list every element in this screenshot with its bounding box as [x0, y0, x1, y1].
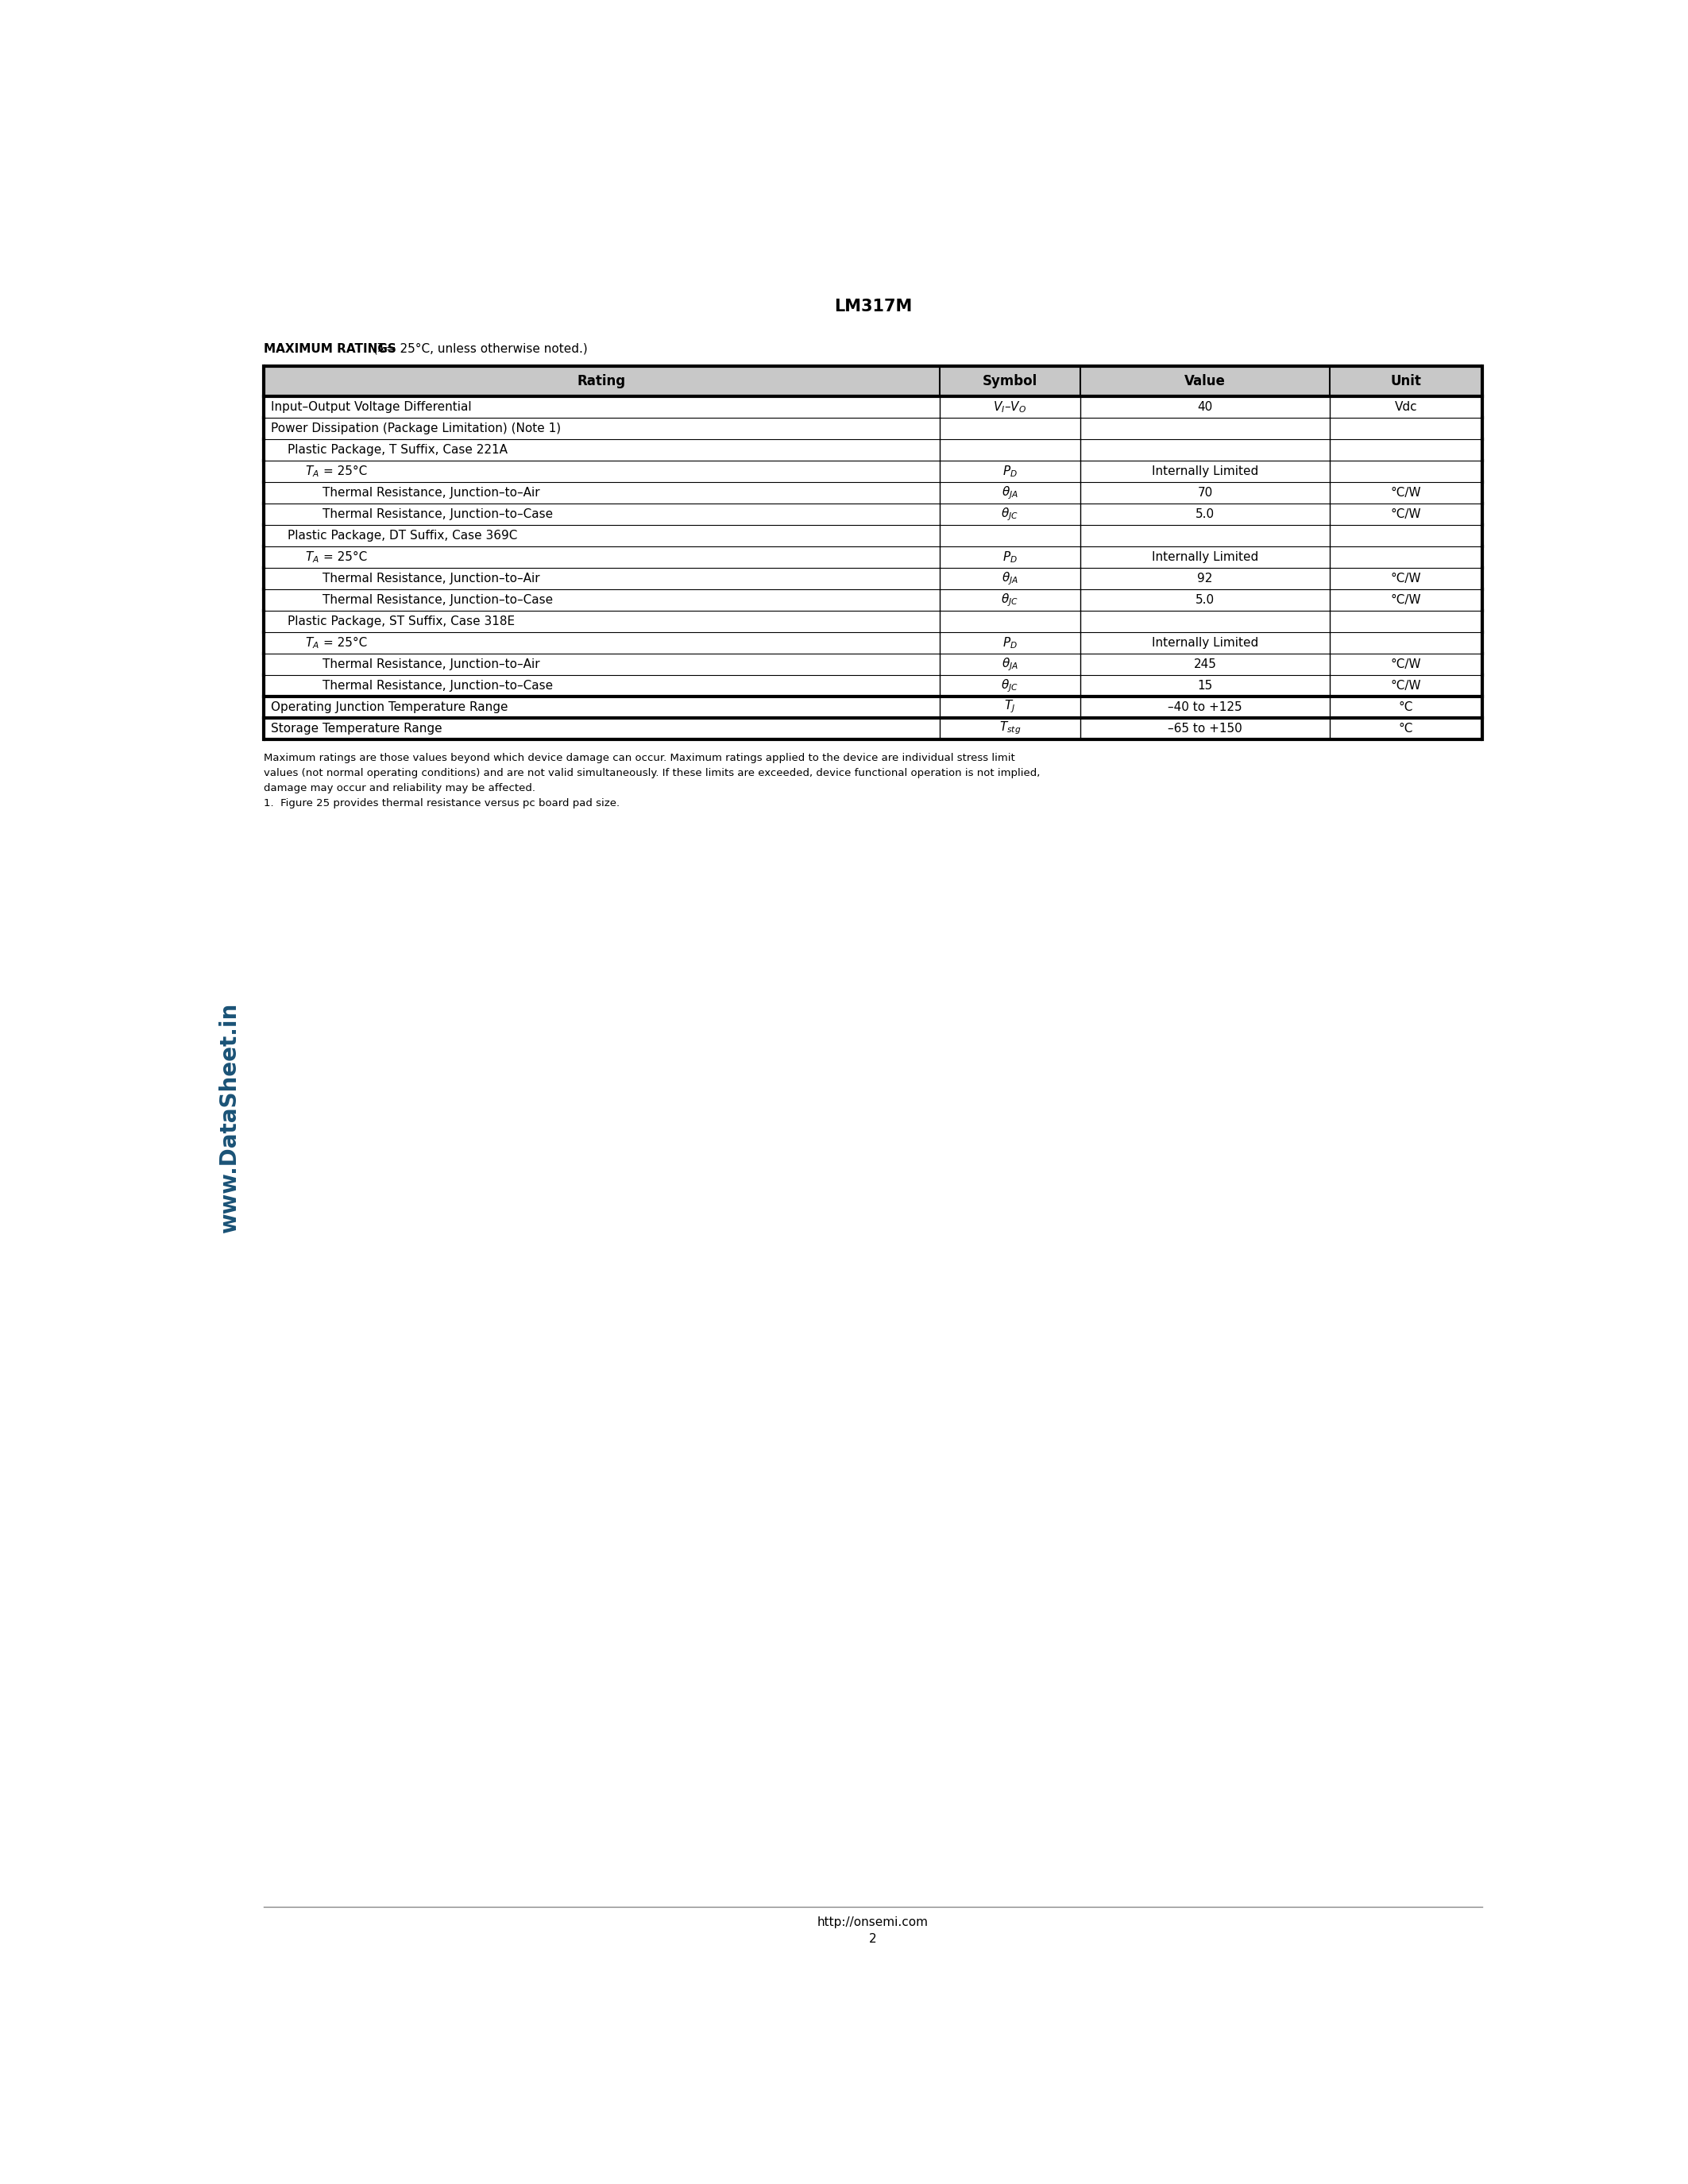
Text: = 25°C: = 25°C: [324, 550, 368, 563]
Text: $P_D$: $P_D$: [1003, 636, 1018, 651]
Text: 245: 245: [1193, 657, 1217, 670]
Text: $T_A$: $T_A$: [306, 636, 319, 651]
Bar: [263, 367, 1482, 397]
Text: A: A: [378, 345, 383, 354]
Text: Thermal Resistance, Junction–to–Air: Thermal Resistance, Junction–to–Air: [322, 572, 540, 585]
Text: = 25°C, unless otherwise noted.): = 25°C, unless otherwise noted.): [383, 343, 587, 354]
Text: 92: 92: [1197, 572, 1212, 585]
Text: Plastic Package, T Suffix, Case 221A: Plastic Package, T Suffix, Case 221A: [289, 443, 508, 456]
Text: Internally Limited: Internally Limited: [1151, 550, 1258, 563]
Text: damage may occur and reliability may be affected.: damage may occur and reliability may be …: [263, 784, 535, 793]
Text: Thermal Resistance, Junction–to–Air: Thermal Resistance, Junction–to–Air: [322, 487, 540, 498]
Text: Value: Value: [1185, 373, 1225, 389]
Text: Plastic Package, ST Suffix, Case 318E: Plastic Package, ST Suffix, Case 318E: [289, 616, 515, 627]
Text: 5.0: 5.0: [1195, 594, 1215, 605]
Text: $\theta_{JA}$: $\theta_{JA}$: [1001, 655, 1018, 673]
Text: (T: (T: [370, 343, 385, 354]
Text: $T_A$: $T_A$: [306, 550, 319, 566]
Text: Vdc: Vdc: [1394, 402, 1418, 413]
Text: Symbol: Symbol: [982, 373, 1038, 389]
Text: $\theta_{JC}$: $\theta_{JC}$: [1001, 592, 1018, 607]
Text: 2: 2: [869, 1933, 876, 1944]
Text: $\theta_{JA}$: $\theta_{JA}$: [1001, 485, 1018, 500]
Text: $P_D$: $P_D$: [1003, 550, 1018, 566]
Text: Thermal Resistance, Junction–to–Air: Thermal Resistance, Junction–to–Air: [322, 657, 540, 670]
Text: values (not normal operating conditions) and are not valid simultaneously. If th: values (not normal operating conditions)…: [263, 769, 1040, 778]
Text: Rating: Rating: [577, 373, 626, 389]
Text: °C/W: °C/W: [1391, 679, 1421, 692]
Text: Thermal Resistance, Junction–to–Case: Thermal Resistance, Junction–to–Case: [322, 594, 554, 605]
Text: Plastic Package, DT Suffix, Case 369C: Plastic Package, DT Suffix, Case 369C: [289, 531, 518, 542]
Text: °C: °C: [1399, 701, 1413, 712]
Text: °C/W: °C/W: [1391, 572, 1421, 585]
Text: $\theta_{JA}$: $\theta_{JA}$: [1001, 570, 1018, 587]
Text: Thermal Resistance, Junction–to–Case: Thermal Resistance, Junction–to–Case: [322, 509, 554, 520]
Text: Power Dissipation (Package Limitation) (Note 1): Power Dissipation (Package Limitation) (…: [270, 424, 560, 435]
Text: Thermal Resistance, Junction–to–Case: Thermal Resistance, Junction–to–Case: [322, 679, 554, 692]
Text: 40: 40: [1197, 402, 1212, 413]
Text: °C: °C: [1399, 723, 1413, 734]
Text: 5.0: 5.0: [1195, 509, 1215, 520]
Text: MAXIMUM RATINGS: MAXIMUM RATINGS: [263, 343, 397, 354]
Text: $\theta_{JC}$: $\theta_{JC}$: [1001, 677, 1018, 695]
Text: $T_A$: $T_A$: [306, 465, 319, 478]
Text: 1.  Figure 25 provides thermal resistance versus pc board pad size.: 1. Figure 25 provides thermal resistance…: [263, 799, 619, 808]
Text: = 25°C: = 25°C: [324, 638, 368, 649]
Text: °C/W: °C/W: [1391, 594, 1421, 605]
Text: Internally Limited: Internally Limited: [1151, 638, 1258, 649]
Text: $P_D$: $P_D$: [1003, 465, 1018, 478]
Text: Input–Output Voltage Differential: Input–Output Voltage Differential: [270, 402, 471, 413]
Text: Maximum ratings are those values beyond which device damage can occur. Maximum r: Maximum ratings are those values beyond …: [263, 753, 1014, 762]
Text: = 25°C: = 25°C: [324, 465, 368, 478]
Text: $T_{stg}$: $T_{stg}$: [999, 721, 1021, 736]
Text: °C/W: °C/W: [1391, 487, 1421, 498]
Text: Internally Limited: Internally Limited: [1151, 465, 1258, 478]
Text: 70: 70: [1197, 487, 1212, 498]
Text: °C/W: °C/W: [1391, 509, 1421, 520]
Text: Storage Temperature Range: Storage Temperature Range: [270, 723, 442, 734]
Text: Unit: Unit: [1391, 373, 1421, 389]
Text: –40 to +125: –40 to +125: [1168, 701, 1242, 712]
Text: °C/W: °C/W: [1391, 657, 1421, 670]
Text: $V_I$–$V_O$: $V_I$–$V_O$: [993, 400, 1026, 415]
Text: $T_J$: $T_J$: [1004, 699, 1016, 714]
Text: www.DataSheet.in: www.DataSheet.in: [218, 1002, 241, 1234]
Text: http://onsemi.com: http://onsemi.com: [817, 1915, 928, 1928]
Text: LM317M: LM317M: [834, 299, 912, 314]
Text: $\theta_{JC}$: $\theta_{JC}$: [1001, 507, 1018, 522]
Text: Operating Junction Temperature Range: Operating Junction Temperature Range: [270, 701, 508, 712]
Text: –65 to +150: –65 to +150: [1168, 723, 1242, 734]
Text: 15: 15: [1197, 679, 1212, 692]
